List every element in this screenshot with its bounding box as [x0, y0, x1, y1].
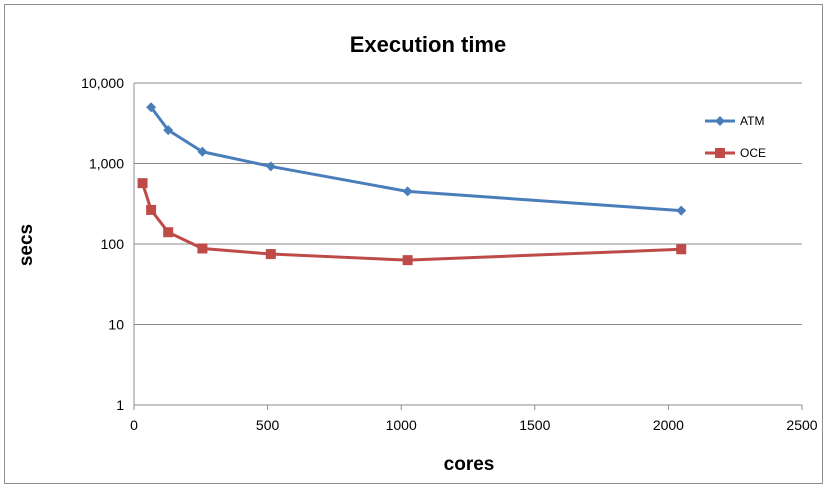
- axes: [133, 83, 802, 406]
- data-point: [163, 125, 174, 136]
- data-point: [265, 249, 276, 260]
- x-axis-title: cores: [444, 454, 495, 475]
- data-point: [676, 205, 687, 216]
- legend-label: ATM: [740, 114, 764, 128]
- legend-item-atm: ATM: [705, 114, 764, 128]
- data-point: [137, 178, 148, 189]
- y-tick-label: 10,000: [81, 75, 124, 91]
- y-tick-label: 1,000: [89, 156, 124, 172]
- data-point: [146, 204, 157, 215]
- data-point: [146, 102, 157, 113]
- x-tick-label: 500: [256, 417, 280, 433]
- series-atm: [146, 102, 687, 216]
- x-tick-label: 1000: [386, 417, 417, 433]
- y-tick-label: 1: [116, 397, 124, 413]
- x-tick-label: 1500: [519, 417, 550, 433]
- x-tick-label: 2500: [786, 417, 817, 433]
- data-point: [402, 186, 413, 197]
- series-group: [137, 102, 687, 266]
- legend-label: OCE: [740, 146, 766, 160]
- data-point: [163, 227, 174, 238]
- legend-marker: [715, 148, 725, 158]
- legend: ATM OCE: [705, 114, 766, 160]
- series-line: [149, 106, 682, 213]
- data-point: [265, 161, 276, 172]
- data-point: [197, 146, 208, 157]
- y-tick-label: 100: [101, 236, 125, 252]
- x-tick-label: 2000: [653, 417, 684, 433]
- gridlines: [134, 82, 802, 325]
- x-tick-label: 0: [130, 417, 138, 433]
- x-axis-ticks: 0 500 1000 1500 2000 2500: [130, 405, 818, 433]
- legend-marker: [715, 116, 725, 126]
- series-line: [141, 182, 682, 262]
- y-axis-ticks: 1 10 100 1,000 10,000: [81, 75, 124, 413]
- y-tick-label: 10: [108, 317, 124, 333]
- y-axis-title: secs: [16, 224, 37, 266]
- data-point: [197, 243, 208, 254]
- legend-item-oce: OCE: [705, 146, 766, 160]
- data-point: [402, 255, 413, 266]
- series-oce: [137, 178, 687, 266]
- data-point: [676, 244, 687, 255]
- chart-title: Execution time: [350, 32, 506, 57]
